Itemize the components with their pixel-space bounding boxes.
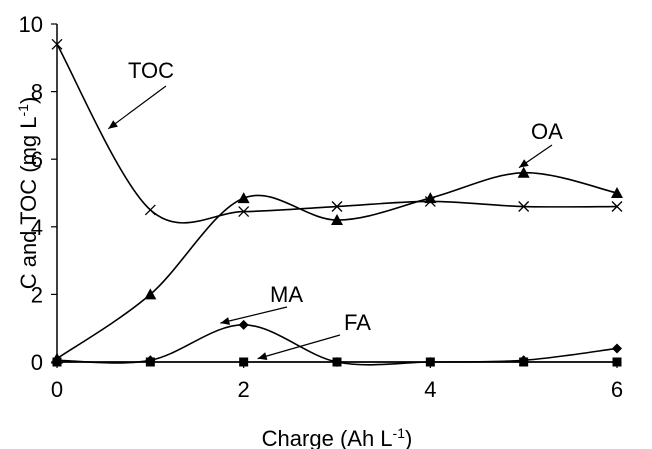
annotations: TOC OA MA FA [107, 58, 563, 360]
y-tick-label: 8 [31, 80, 43, 105]
oa-annotation-label: OA [531, 119, 563, 144]
oa-point [517, 166, 530, 178]
toc-point [331, 201, 343, 212]
fa-point [145, 357, 155, 367]
y-tick-label: 4 [31, 215, 43, 240]
toc-point [144, 204, 156, 216]
y-tick-label: 6 [31, 147, 43, 172]
x-tick-label: 6 [611, 377, 623, 402]
y-tick-label: 0 [31, 350, 43, 375]
y-tick-label: 10 [19, 12, 43, 37]
x-tick-label: 2 [238, 377, 250, 402]
ma-point [238, 319, 249, 330]
x-tick-label: 4 [424, 377, 436, 402]
toc-annotation-label: TOC [128, 58, 174, 83]
y-tick-label: 2 [31, 282, 43, 307]
x-axis-label: Charge (Ah L-1) [262, 425, 413, 449]
fa-point [52, 357, 62, 367]
ma-annotation-label: MA [270, 282, 303, 307]
fa-point [425, 357, 435, 367]
toc-point [611, 201, 623, 212]
oa-point [331, 214, 343, 226]
fa-point [332, 357, 342, 367]
oa-annotation-arrow [518, 144, 553, 169]
toc-point [238, 206, 250, 218]
oa-point [611, 187, 623, 198]
axis-ticks: 0 2 4 6 8 10 0 2 4 6 [19, 12, 624, 402]
ma-annotation-arrow [220, 306, 288, 325]
oa-point [237, 192, 250, 204]
fa-annotation-arrow [257, 334, 341, 360]
fa-point [519, 357, 529, 367]
fa-point [612, 357, 622, 367]
y-axis-label: C and TOC (mg L-1) [15, 97, 41, 290]
toc-annotation-arrow [107, 85, 167, 130]
oa-point [144, 288, 157, 300]
oa-point [424, 192, 437, 204]
ma-point [612, 343, 622, 354]
series-markers [51, 38, 623, 367]
toc-point [518, 201, 530, 212]
x-tick-label: 0 [51, 377, 63, 402]
fa-annotation-label: FA [344, 310, 371, 335]
toc-point [51, 38, 63, 50]
plot-area: 0 2 4 6 8 10 0 2 4 6 TOC OA MA FA [19, 12, 624, 402]
fa-point [239, 357, 249, 367]
series-lines [56, 43, 618, 366]
